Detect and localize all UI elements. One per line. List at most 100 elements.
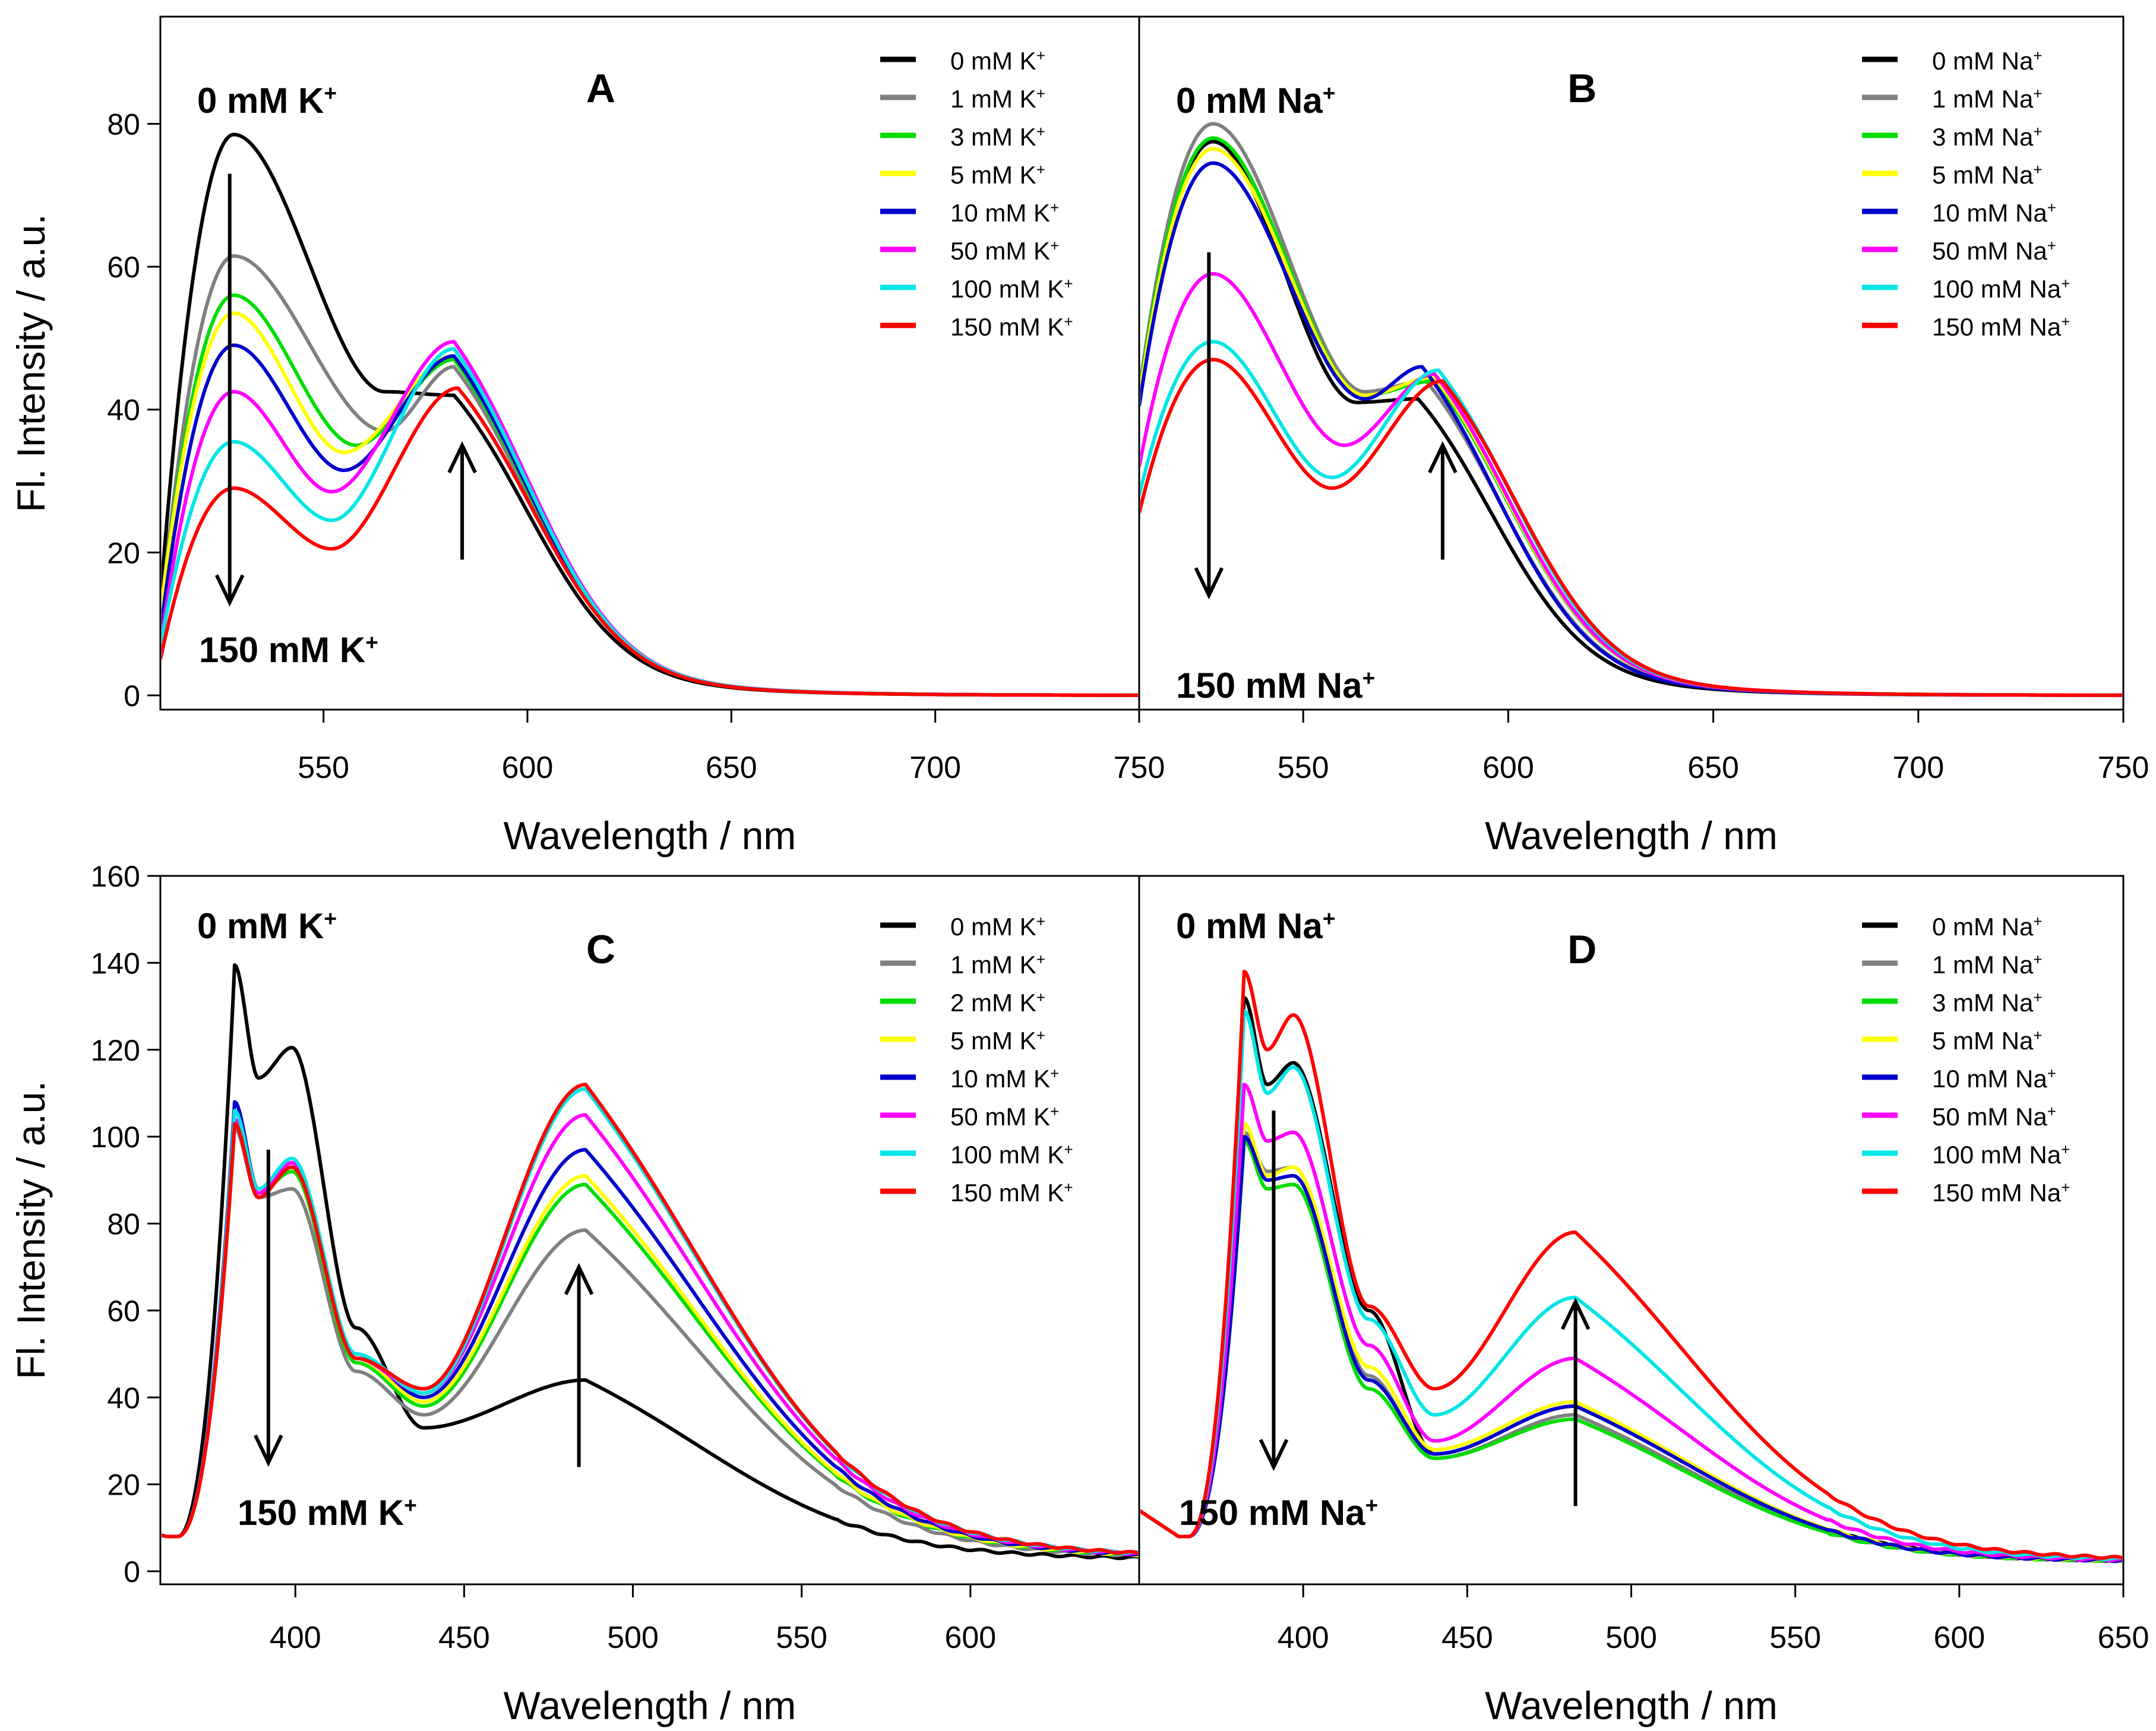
annotation-top-superscript: + bbox=[324, 906, 337, 931]
legend-label: 10 mM Na+ bbox=[1932, 1065, 2056, 1093]
annotation-bottom-text: 150 mM K bbox=[199, 630, 365, 670]
x-tick-label: 650 bbox=[2098, 1621, 2149, 1655]
annotation-top-superscript: + bbox=[324, 81, 337, 106]
legend-label-superscript: + bbox=[2033, 913, 2042, 931]
legend-label-text: 50 mM Na bbox=[1932, 237, 2047, 265]
trend-arrow-head bbox=[1259, 1439, 1289, 1471]
series-group bbox=[162, 963, 1138, 1561]
annotation-top: 0 mM K+ bbox=[197, 906, 337, 946]
x-tick-label: 550 bbox=[1278, 751, 1329, 785]
legend-label-text: 5 mM Na bbox=[1932, 1027, 2034, 1055]
legend-label-text: 0 mM Na bbox=[1932, 913, 2034, 941]
legend-label-superscript: + bbox=[2047, 199, 2056, 217]
x-tick-label: 700 bbox=[1892, 751, 1944, 785]
annotation-bottom: 150 mM Na+ bbox=[1179, 1493, 1378, 1533]
legend-label: 150 mM Na+ bbox=[1932, 313, 2070, 341]
legend-label: 5 mM Na+ bbox=[1932, 161, 2043, 189]
legend-label-superscript: + bbox=[2033, 989, 2042, 1007]
annotation-top-superscript: + bbox=[1323, 906, 1336, 931]
panel-letter: A bbox=[586, 66, 615, 111]
annotation-top: 0 mM Na+ bbox=[1176, 906, 1335, 946]
legend-label-text: 3 mM Na bbox=[1932, 989, 2034, 1017]
legend-label: 100 mM K+ bbox=[950, 1141, 1073, 1169]
annotation-bottom-text: 150 mM Na bbox=[1179, 1493, 1365, 1533]
legend-label-superscript: + bbox=[1036, 47, 1045, 65]
annotation-top-text: 0 mM Na bbox=[1176, 906, 1323, 946]
legend-label-superscript: + bbox=[1036, 161, 1045, 179]
x-axis-label: Wavelength / nm bbox=[1485, 814, 1778, 857]
y-tick-label: 40 bbox=[107, 394, 140, 427]
legend-label: 100 mM Na+ bbox=[1932, 1141, 2070, 1169]
legend-label-superscript: + bbox=[2061, 313, 2070, 331]
x-tick-label: 400 bbox=[270, 1621, 321, 1655]
legend-label-text: 1 mM K bbox=[950, 951, 1036, 979]
series-line-150-mm-k bbox=[162, 386, 1138, 697]
series-line-100-mm-na bbox=[1140, 340, 2122, 697]
legend: 0 mM Na+1 mM Na+3 mM Na+5 mM Na+10 mM Na… bbox=[1862, 913, 2070, 1207]
panel-d: 400 450 500 550 600 650 Wavelength / nm D 0 mM N… bbox=[1138, 875, 2149, 1727]
plot-frame bbox=[159, 15, 1140, 711]
x-tick-label: 550 bbox=[1769, 1621, 1821, 1655]
x-tick-label: 650 bbox=[706, 751, 757, 785]
legend-label-superscript: + bbox=[2033, 161, 2042, 179]
legend-label-superscript: + bbox=[1050, 1065, 1059, 1083]
legend-label-superscript: + bbox=[2061, 1179, 2070, 1197]
legend-label-superscript: + bbox=[2061, 1141, 2070, 1159]
series-line-150-mm-na bbox=[1140, 357, 2122, 697]
y-tick-label: 100 bbox=[91, 1121, 140, 1154]
y-tick-label: 160 bbox=[91, 860, 140, 893]
legend-label: 5 mM K+ bbox=[950, 161, 1045, 189]
legend-label-superscript: + bbox=[1064, 1141, 1073, 1159]
series-line-1-mm-k bbox=[162, 1126, 1138, 1558]
legend-label: 0 mM Na+ bbox=[1932, 913, 2043, 941]
legend-label-text: 10 mM Na bbox=[1932, 1065, 2047, 1093]
legend-label: 5 mM K+ bbox=[950, 1027, 1045, 1055]
trend-arrow-head bbox=[1194, 567, 1224, 600]
x-tick-label: 600 bbox=[1482, 751, 1534, 785]
trend-arrow-head bbox=[1428, 441, 1458, 474]
panel-letter: D bbox=[1567, 927, 1597, 972]
annotation-top: 0 mM K+ bbox=[197, 81, 337, 121]
legend: 0 mM K+1 mM K+3 mM K+5 mM K+10 mM K+50 m… bbox=[880, 47, 1073, 341]
legend-label: 5 mM Na+ bbox=[1932, 1027, 2043, 1055]
legend-label: 3 mM Na+ bbox=[1932, 123, 2043, 151]
y-tick-label: 20 bbox=[107, 536, 140, 569]
legend-label: 10 mM K+ bbox=[950, 1065, 1059, 1093]
x-tick-label: 600 bbox=[502, 751, 554, 785]
series-line-100-mm-na bbox=[1140, 1008, 2122, 1561]
legend: 0 mM Na+1 mM Na+3 mM Na+5 mM Na+10 mM Na… bbox=[1862, 47, 2070, 341]
y-tick-label: 20 bbox=[107, 1469, 140, 1502]
x-axis-label: Wavelength / nm bbox=[504, 1683, 796, 1727]
legend-label-text: 1 mM Na bbox=[1932, 951, 2034, 979]
y-axis-label: Fl. Intensity / a.u. bbox=[9, 214, 53, 512]
legend-label: 50 mM Na+ bbox=[1932, 1103, 2056, 1131]
legend-label-text: 3 mM Na bbox=[1932, 123, 2034, 151]
legend-label-superscript: + bbox=[1036, 1027, 1045, 1045]
annotation-bottom-text: 150 mM K bbox=[238, 1493, 404, 1533]
legend-label: 50 mM K+ bbox=[950, 237, 1059, 265]
x-axis-label: Wavelength / nm bbox=[504, 814, 796, 857]
legend-label: 50 mM Na+ bbox=[1932, 237, 2056, 265]
y-tick-label: 0 bbox=[124, 679, 140, 713]
series-group bbox=[1140, 970, 2122, 1564]
legend-label-text: 5 mM Na bbox=[1932, 161, 2034, 189]
legend-label: 100 mM K+ bbox=[950, 275, 1073, 303]
x-tick-label: 550 bbox=[298, 751, 349, 785]
series-line-150-mm-k bbox=[162, 1083, 1138, 1555]
legend-label-superscript: + bbox=[2047, 1065, 2056, 1083]
legend-label-superscript: + bbox=[2061, 275, 2070, 293]
legend-label-text: 100 mM Na bbox=[1932, 1141, 2062, 1169]
legend-label-superscript: + bbox=[2033, 85, 2042, 103]
legend-label-superscript: + bbox=[1036, 913, 1045, 931]
legend-label-text: 5 mM K bbox=[950, 161, 1036, 189]
x-axis-label: Wavelength / nm bbox=[1485, 1683, 1778, 1727]
x-tick-label: 700 bbox=[909, 751, 961, 785]
legend-label-text: 0 mM K bbox=[950, 913, 1036, 941]
y-tick-label: 0 bbox=[124, 1555, 140, 1588]
legend-label-superscript: + bbox=[1064, 1179, 1073, 1197]
x-tick-label: 750 bbox=[1114, 751, 1165, 785]
series-line-50-mm-na bbox=[1140, 1083, 2122, 1562]
y-tick-label: 40 bbox=[107, 1381, 140, 1414]
